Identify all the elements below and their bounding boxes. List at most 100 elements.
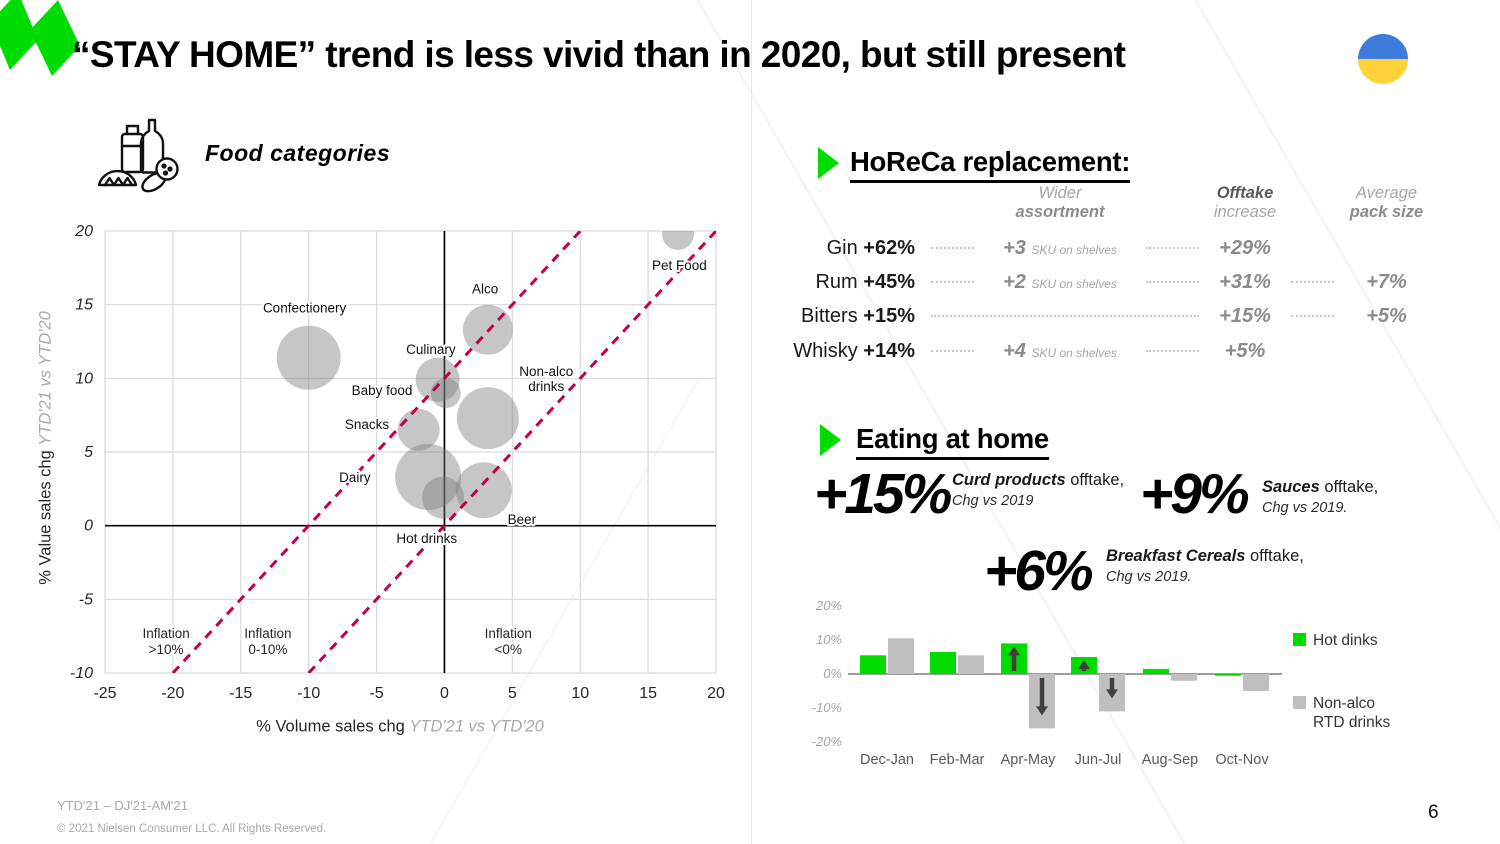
- stat-value-curd: +15%: [814, 462, 952, 526]
- stat-value-cereals: +6%: [984, 539, 1094, 603]
- bar-y-tick-label: -20%: [812, 734, 842, 749]
- dotted-connector: [1291, 315, 1334, 317]
- row-label: Bitters +15%: [801, 304, 915, 327]
- footer-copyright: © 2021 Nielsen Consumer LLC. All Rights …: [57, 823, 327, 835]
- assortment-value: +4 SKU on shelves: [1003, 339, 1117, 362]
- y-tick-label: 5: [84, 444, 93, 461]
- offtake-value: +29%: [1219, 236, 1271, 259]
- x-axis-title-main: % Volume sales chg: [256, 717, 405, 736]
- x-tick-label: 0: [440, 685, 449, 702]
- dotted-connector: [931, 315, 1199, 317]
- bubble-snacks: [397, 408, 440, 451]
- legend-non-alco-rtd: Non-alco RTD drinks: [1293, 694, 1390, 732]
- inflation-zone-label: Inflation: [142, 626, 189, 641]
- bubble-label-pet-food: Pet Food: [652, 258, 707, 273]
- stat-desc-curd: Curd products offtake, Chg vs 2019: [952, 471, 1125, 509]
- bubble-non-alco-drinks: [456, 387, 519, 450]
- stat-value-sauces: +9%: [1140, 462, 1250, 526]
- bubble-label-confectionery: Confectionery: [263, 301, 347, 316]
- stat-desc-cereals: Breakfast Cereals offtake, Chg vs 2019.: [1106, 547, 1304, 585]
- column-header-offtake: Offtake increase: [1213, 184, 1277, 221]
- bubble-label-baby-food: Baby food: [352, 383, 413, 398]
- bar-non-alco-rtd-drinks-aug-sep: [1171, 674, 1197, 681]
- x-tick-label: 15: [639, 685, 657, 702]
- legend-swatch-gray: [1293, 696, 1306, 709]
- bar-non-alco-rtd-drinks-dec-jan: [888, 638, 914, 674]
- row-label: Rum +45%: [815, 270, 915, 293]
- inflation-zone-label: Inflation: [485, 626, 532, 641]
- packsize-value: +5%: [1366, 304, 1407, 327]
- bubble-dairy: [395, 444, 462, 511]
- bubble-label-alco: Alco: [472, 281, 498, 296]
- page-title: “STAY HOME” trend is less vivid than in …: [72, 34, 1126, 75]
- y-tick-label: -10: [70, 665, 93, 682]
- bar-hot-dinks-oct-nov: [1215, 674, 1241, 676]
- bubble-culinary: [415, 357, 460, 402]
- bar-y-tick-label: -10%: [812, 700, 842, 715]
- offtake-value: +31%: [1219, 270, 1271, 293]
- green-arrow-icon: [818, 147, 839, 179]
- up-arrow-head-icon: [1078, 660, 1090, 669]
- bar-hot-dinks-aug-sep: [1143, 668, 1169, 674]
- column-header-packsize: Average pack size: [1349, 184, 1424, 221]
- y-axis-title-note: YTD'21 vs YTD'20: [36, 311, 55, 446]
- bar-hot-dinks-dec-jan: [860, 655, 886, 674]
- dotted-connector: [931, 247, 974, 249]
- x-tick-label: 5: [508, 685, 517, 702]
- inflation-boundary-line: [307, 231, 716, 673]
- inflation-zone-label: Inflation: [244, 626, 291, 641]
- x-tick-label: -10: [297, 685, 320, 702]
- stat-desc-sauces: Sauces offtake, Chg vs 2019.: [1262, 478, 1379, 516]
- ukraine-flag-icon: [1358, 34, 1408, 84]
- bar-y-tick-label: 10%: [816, 632, 842, 647]
- dotted-connector: [1146, 281, 1199, 283]
- bubble-label-dairy: Dairy: [339, 470, 371, 485]
- table-row-rum: Rum +45% +2 SKU on shelves +31% +7%: [755, 267, 1433, 297]
- horeca-table-header: Wider assortment Offtake increase Averag…: [755, 184, 1433, 226]
- food-groceries-icon: [97, 118, 179, 193]
- dotted-connector: [1146, 247, 1199, 249]
- table-row-bitters: Bitters +15% +15% +5%: [755, 301, 1433, 331]
- dotted-connector: [1291, 281, 1334, 283]
- bar-y-tick-label: 0%: [823, 666, 842, 681]
- assortment-value: +2 SKU on shelves: [1003, 270, 1117, 293]
- bar-y-tick-label: 20%: [815, 598, 842, 613]
- x-tick-label: 20: [707, 685, 725, 702]
- down-arrow-head-icon: [1036, 706, 1048, 716]
- green-arrow-icon: [820, 424, 841, 456]
- bubble-label-culinary: Culinary: [406, 342, 456, 357]
- bar-chart: 20% 10% 0% -10% -20% Dec-Jan Feb-Mar Apr-May Jun…: [812, 598, 1282, 768]
- bar-category-label: Apr-May: [1001, 752, 1057, 768]
- inflation-zone-label: 0-10%: [248, 642, 287, 657]
- x-tick-label: 10: [571, 685, 589, 702]
- horeca-section-title: HoReCa replacement:: [850, 146, 1130, 183]
- scatter-chart: -25 -20 -15 -10 -5 0 5 10 15 20 -10 -5 0 5 10 15 20 Confe…: [70, 223, 725, 702]
- legend-swatch-green: [1293, 633, 1306, 646]
- bubble-label-beer: Beer: [508, 512, 537, 527]
- vertical-divider: [751, 0, 752, 844]
- bubble-pet-food: [661, 231, 694, 250]
- bar-hot-dinks-feb-mar: [930, 651, 956, 674]
- bar-category-label: Aug-Sep: [1142, 752, 1198, 768]
- x-tick-label: -20: [161, 685, 184, 702]
- footer-period: YTD'21 – DJ'21-AM'21: [57, 798, 188, 813]
- column-header-assortment: Wider assortment: [1015, 184, 1105, 221]
- inflation-zone-label: >10%: [149, 642, 184, 657]
- y-tick-label: 20: [74, 223, 93, 240]
- y-axis-title-main: % Value sales chg: [36, 450, 55, 585]
- x-tick-label: -15: [229, 685, 252, 702]
- dotted-connector: [1146, 350, 1199, 352]
- x-tick-label: -5: [369, 685, 383, 702]
- bubble-baby-food: [430, 378, 461, 409]
- bubble-label-snacks: Snacks: [345, 417, 390, 432]
- down-arrow-head-icon: [1106, 689, 1118, 699]
- row-label: Whisky +14%: [793, 339, 915, 362]
- packsize-value: +7%: [1366, 270, 1407, 293]
- bar-non-alco-rtd-drinks-feb-mar: [958, 655, 984, 674]
- x-tick-label: -25: [93, 685, 116, 702]
- bar-category-label: Dec-Jan: [860, 752, 914, 768]
- row-label: Gin +62%: [826, 236, 915, 259]
- y-axis-title: % Value sales chg YTD'21 vs YTD'20: [37, 311, 56, 585]
- y-tick-label: 10: [75, 370, 93, 387]
